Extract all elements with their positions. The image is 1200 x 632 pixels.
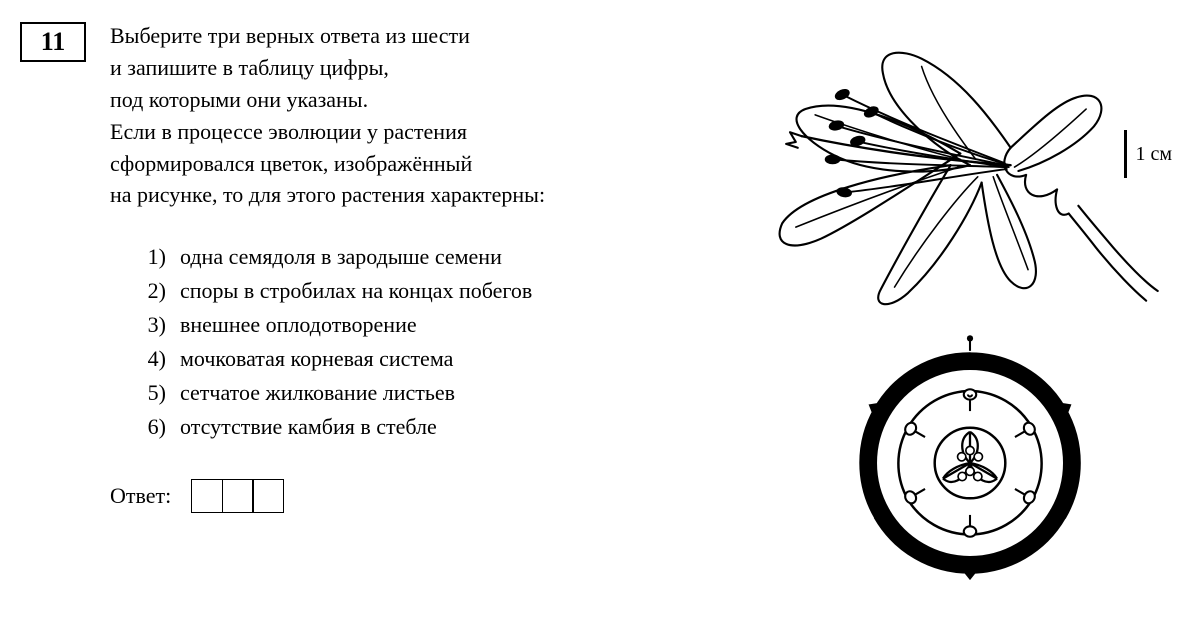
option-row: 4) мочковатая корневая система: [140, 343, 750, 375]
content-wrap: Выберите три верных ответа из шести и за…: [110, 20, 1170, 598]
instruction-line: Если в процессе эволюции у растения: [110, 116, 750, 148]
option-row: 5) сетчатое жилкование листьев: [140, 377, 750, 409]
option-number: 6): [140, 411, 180, 443]
options-list: 1) одна семядоля в зародыше семени 2) сп…: [140, 241, 750, 442]
question-number-box: 11: [20, 22, 86, 62]
flower-illustration: [760, 20, 1180, 320]
instruction-line: сформировался цветок, изображённый: [110, 148, 750, 180]
figure-column: 1 см: [760, 20, 1180, 598]
question-number: 11: [41, 27, 66, 57]
option-text: внешнее оплодотворение: [180, 309, 750, 341]
option-number: 4): [140, 343, 180, 375]
option-row: 1) одна семядоля в зародыше семени: [140, 241, 750, 273]
instruction-line: и запишите в таблицу цифры,: [110, 52, 750, 84]
answer-label: Ответ:: [110, 480, 171, 512]
option-text: отсутствие камбия в стебле: [180, 411, 750, 443]
scale-bar-line: [1124, 130, 1127, 178]
floral-diagram: [835, 328, 1105, 598]
option-number: 3): [140, 309, 180, 341]
option-row: 6) отсутствие камбия в стебле: [140, 411, 750, 443]
option-number: 1): [140, 241, 180, 273]
exam-question-page: 11 Выберите три верных ответа из шести и…: [0, 0, 1200, 632]
option-number: 2): [140, 275, 180, 307]
option-text: мочковатая корневая система: [180, 343, 750, 375]
option-text: споры в стробилах на концах побегов: [180, 275, 750, 307]
option-number: 5): [140, 377, 180, 409]
instruction-line: под которыми они указаны.: [110, 84, 750, 116]
option-text: сетчатое жилкование листьев: [180, 377, 750, 409]
instruction-line: Выберите три верных ответа из шести: [110, 20, 750, 52]
answer-row: Ответ:: [110, 479, 750, 513]
answer-cell[interactable]: [191, 479, 223, 513]
option-row: 2) споры в стробилах на концах побегов: [140, 275, 750, 307]
answer-boxes: [191, 479, 284, 513]
answer-cell[interactable]: [252, 479, 284, 513]
text-column: Выберите три верных ответа из шести и за…: [110, 20, 750, 513]
option-row: 3) внешнее оплодотворение: [140, 309, 750, 341]
option-text: одна семядоля в зародыше семени: [180, 241, 750, 273]
scale-bar: 1 см: [1124, 130, 1172, 178]
instruction-line: на рисунке, то для этого растения характ…: [110, 179, 750, 211]
scale-label: 1 см: [1135, 143, 1172, 166]
answer-cell[interactable]: [222, 479, 254, 513]
